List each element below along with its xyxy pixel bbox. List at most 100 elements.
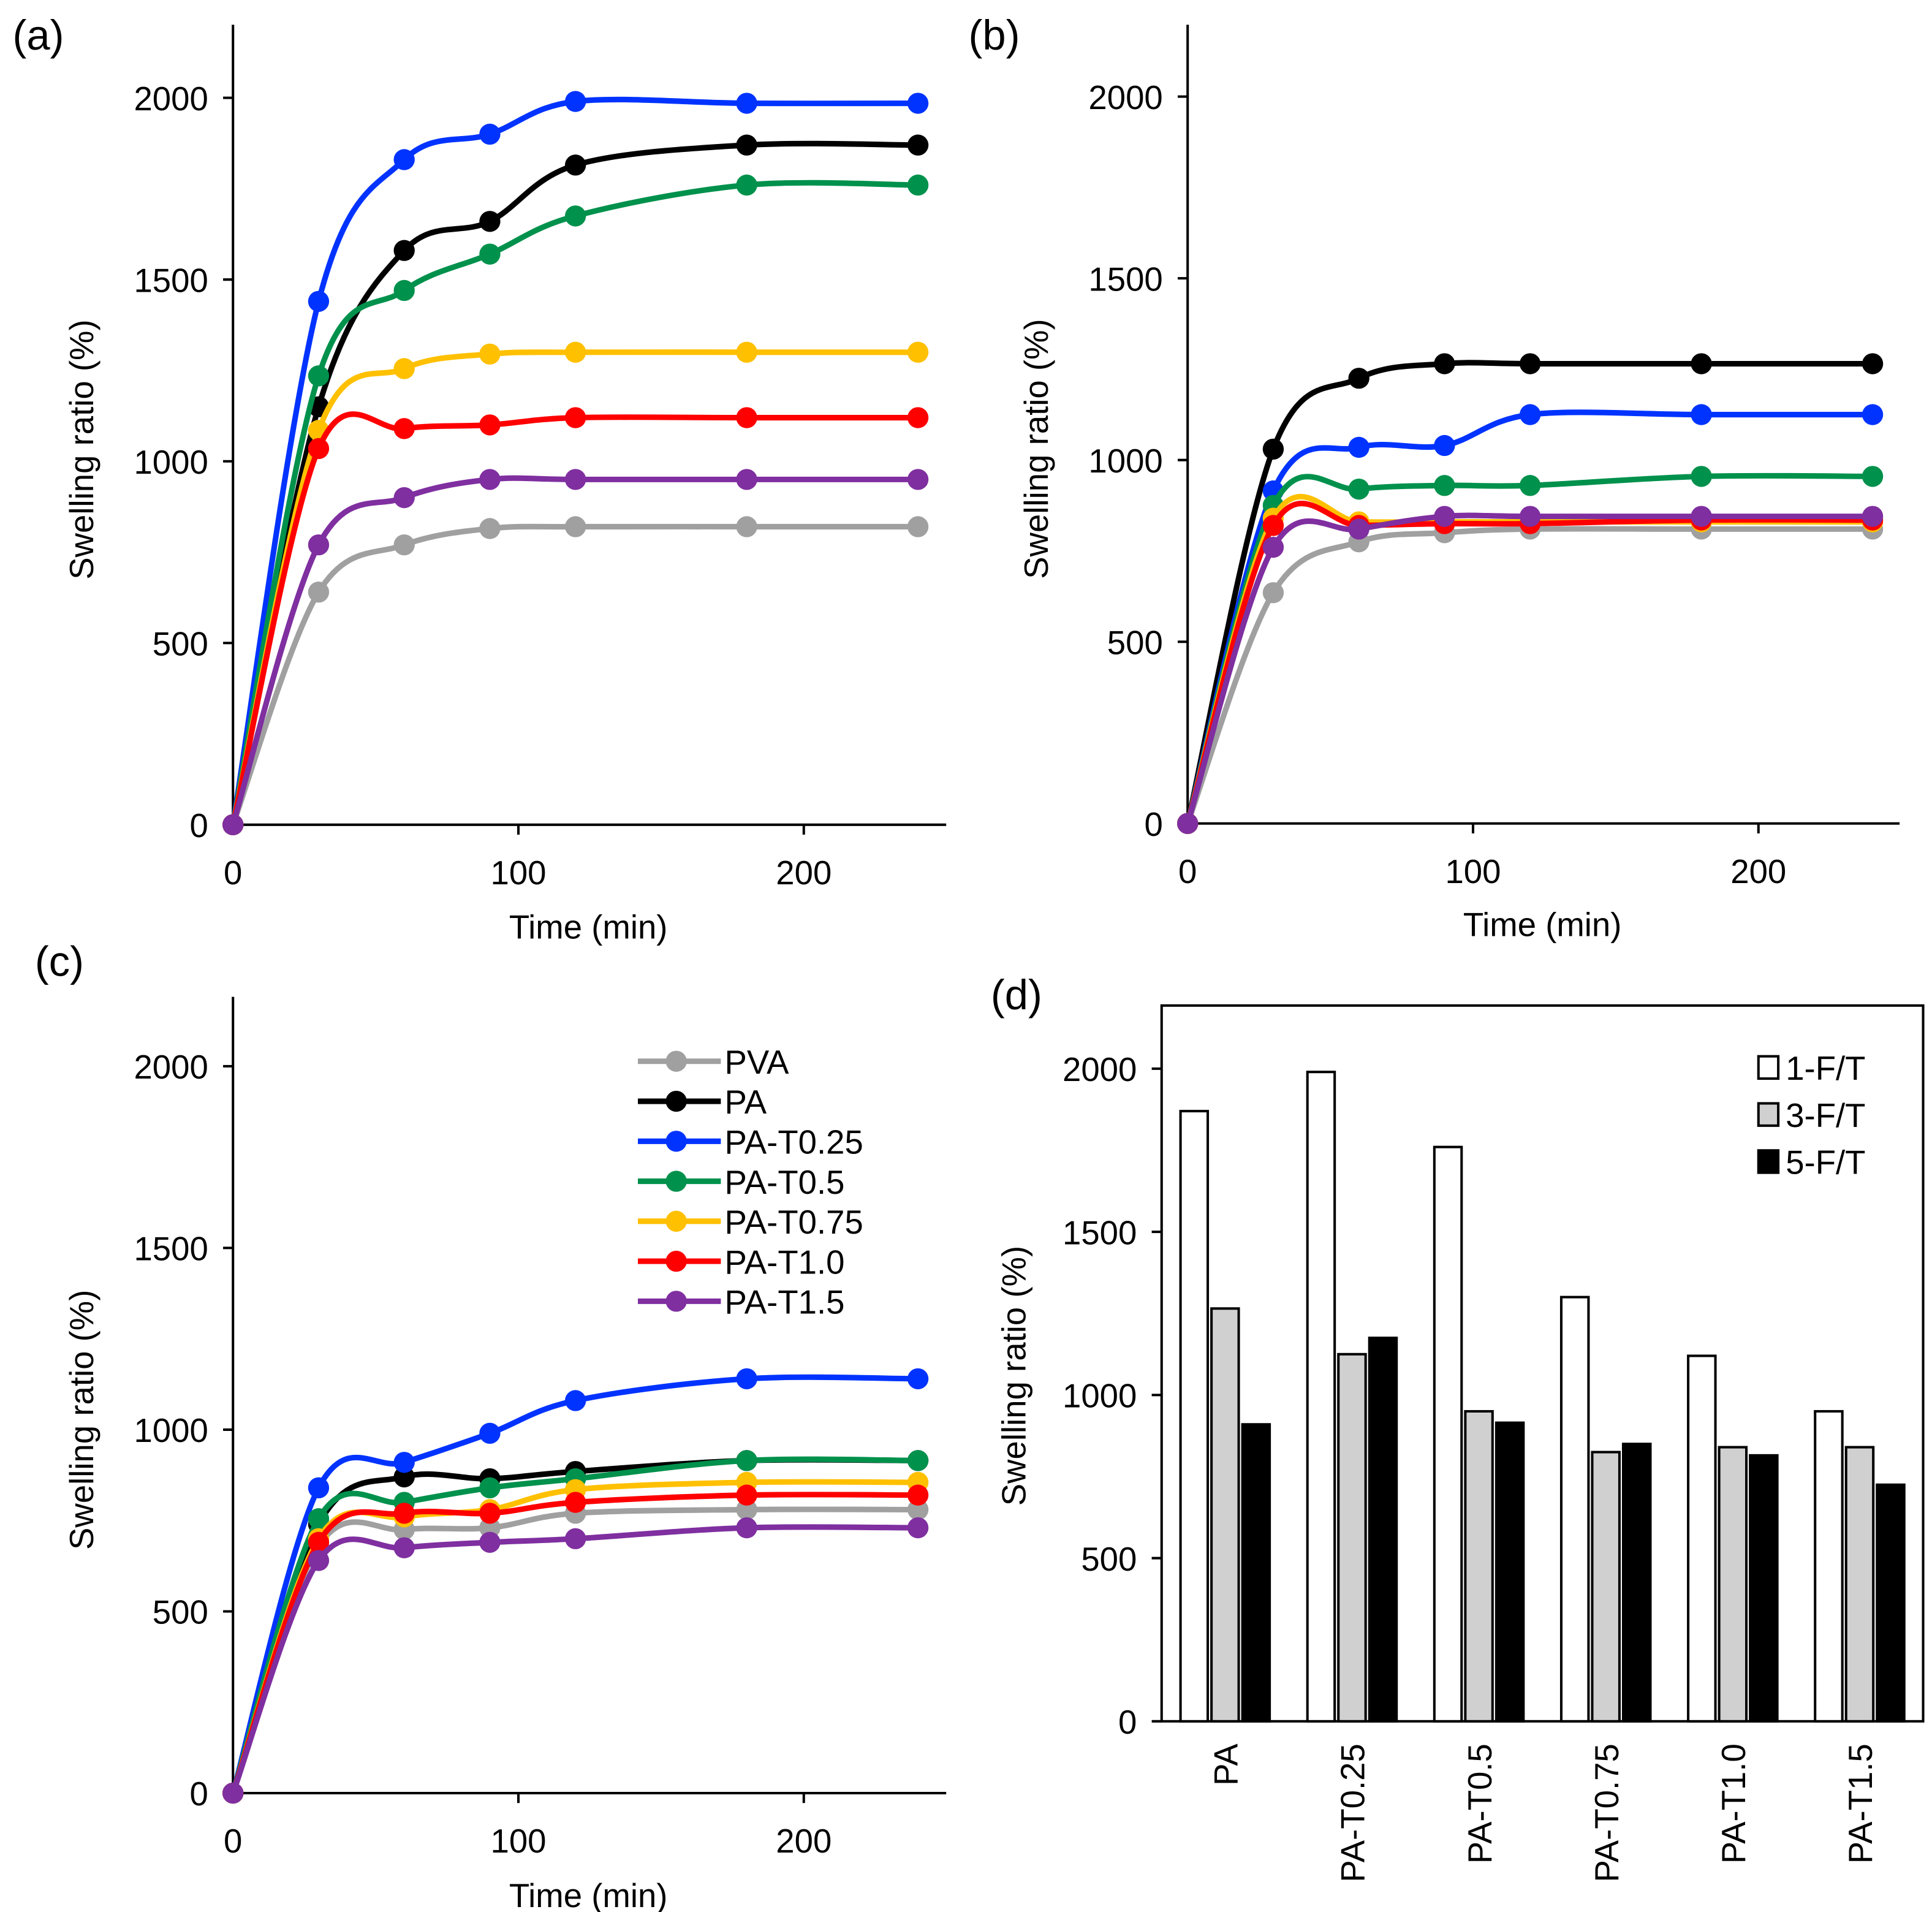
y-tick-label: 0 [1118, 1704, 1137, 1741]
data-point [564, 516, 586, 537]
x-axis-label: Time (min) [1463, 906, 1622, 944]
bar-1-F/T [1306, 1071, 1336, 1723]
data-point [1262, 582, 1284, 604]
data-point [308, 582, 330, 603]
data-point [393, 1466, 415, 1488]
data-point [1262, 438, 1284, 460]
series-line [1184, 493, 1873, 825]
data-point [1691, 404, 1712, 425]
y-axis-label: Swelling ratio (%) [63, 319, 100, 579]
data-point [907, 516, 929, 537]
bar-3-F/T [1718, 1446, 1748, 1723]
bar-5-F/T [1241, 1423, 1271, 1723]
panel-label: (d) [991, 971, 1042, 1019]
data-point [1691, 506, 1712, 527]
y-tick-label: 1500 [134, 262, 208, 299]
data-point [736, 174, 757, 196]
bar-5-F/T [1749, 1454, 1779, 1723]
series-PA [1177, 353, 1884, 834]
series-line [1184, 526, 1873, 825]
data-point [393, 1503, 415, 1524]
series-PA-T0.25 [222, 91, 929, 835]
data-point [479, 343, 501, 365]
legend-label: PA-T1.0 [724, 1243, 844, 1281]
data-point [736, 516, 757, 537]
data-point [393, 418, 415, 439]
y-tick-label: 500 [1107, 624, 1163, 661]
data-point [907, 1517, 929, 1539]
data-point [1262, 536, 1284, 558]
legend-swatch [1757, 1055, 1780, 1080]
data-point [1348, 478, 1369, 500]
legend-label: 5-F/T [1786, 1144, 1865, 1182]
series-line [230, 1524, 919, 1794]
y-tick-label: 500 [153, 625, 208, 662]
data-point [393, 240, 415, 261]
data-point [564, 91, 586, 112]
x-tick-label: 0 [1178, 853, 1197, 890]
bar-3-F/T [1210, 1307, 1240, 1723]
data-point [907, 93, 929, 114]
series-line [1184, 512, 1873, 825]
y-tick-label: 1500 [134, 1231, 208, 1268]
data-point [1434, 434, 1455, 457]
y-tick-label: 2000 [134, 1049, 208, 1086]
bar-5-F/T [1368, 1337, 1398, 1723]
bar-3-F/T [1337, 1352, 1367, 1723]
data-point [1691, 466, 1712, 487]
y-tick-label: 1000 [134, 1412, 208, 1449]
x-axis-label: Time (min) [509, 1877, 668, 1912]
data-point [907, 174, 929, 196]
bar-1-F/T [1687, 1354, 1717, 1723]
legend-label: PA-T1.5 [724, 1284, 844, 1321]
plot-frame [1160, 1004, 1925, 1723]
y-tick-label: 0 [189, 807, 208, 844]
y-tick-label: 1000 [134, 444, 208, 481]
data-point [1348, 518, 1369, 540]
y-tick-label: 1000 [1088, 442, 1162, 480]
series-PVA [222, 516, 929, 835]
y-tick-label: 1500 [1088, 260, 1162, 298]
y-tick-label: 2000 [1063, 1051, 1137, 1088]
category-label: PA [1208, 1743, 1245, 1786]
data-point [1862, 506, 1884, 527]
data-point [1691, 353, 1712, 374]
data-point [736, 341, 757, 363]
y-tick-label: 1000 [1063, 1378, 1137, 1415]
data-point [222, 814, 244, 835]
data-point [736, 407, 757, 428]
y-axis-label: Swelling ratio (%) [63, 1290, 100, 1550]
x-tick-label: 100 [1445, 853, 1501, 890]
x-tick-label: 200 [1730, 853, 1786, 890]
data-point [479, 469, 501, 490]
data-point [907, 1450, 929, 1471]
data-point [564, 469, 586, 490]
category-label: PA-T0.25 [1335, 1743, 1372, 1882]
data-point [308, 290, 330, 312]
legend-swatch [1757, 1149, 1780, 1174]
data-point [1348, 368, 1369, 389]
data-point [736, 1499, 757, 1520]
y-tick-label: 0 [1144, 806, 1162, 843]
legend-label: 1-F/T [1786, 1050, 1865, 1087]
data-point [564, 1390, 586, 1411]
y-axis-label: Swelling ratio (%) [1018, 319, 1055, 579]
data-point [308, 1477, 330, 1498]
data-point [736, 1450, 757, 1471]
x-tick-label: 200 [776, 1823, 832, 1860]
data-point [1519, 506, 1541, 527]
series-line [230, 1374, 919, 1794]
data-point [1862, 466, 1884, 487]
data-point [222, 1782, 244, 1804]
x-tick-label: 0 [224, 854, 242, 892]
data-point [308, 1550, 330, 1571]
data-point [479, 518, 501, 539]
bar-3-F/T [1844, 1446, 1875, 1723]
data-point [308, 1531, 330, 1553]
y-tick-label: 2000 [134, 80, 208, 118]
legend-marker [665, 1250, 687, 1272]
data-point [1862, 353, 1884, 374]
x-tick-label: 200 [776, 854, 832, 892]
data-point [564, 205, 586, 227]
